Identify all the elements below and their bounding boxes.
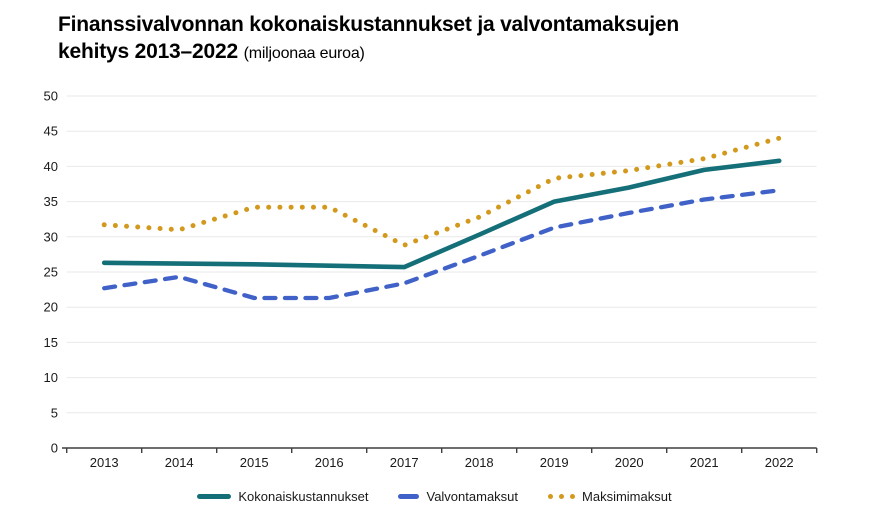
chart-title-line1: Finanssivalvonnan kokonaiskustannukset j… xyxy=(58,11,818,38)
series-line-valvontamaksut xyxy=(102,188,782,301)
chart-legend: Kokonaiskustannukset Valvontamaksut Maks… xyxy=(0,489,869,504)
y-axis-label-0: 0 xyxy=(51,441,58,456)
y-axis-label-35: 35 xyxy=(44,194,58,209)
y-axis-label-40: 40 xyxy=(44,159,58,174)
series-line-kokonaiskustannukset xyxy=(101,158,782,270)
x-axis-label-2017: 2017 xyxy=(390,455,419,470)
x-axis-label-2018: 2018 xyxy=(465,455,494,470)
x-axis-label-2014: 2014 xyxy=(165,455,194,470)
chart-title-line2: kehitys 2013–2022 (miljoonaa euroa) xyxy=(58,38,818,67)
line-chart-plot: 0 5 10 15 20 25 30 35 40 45 50 2013 2014 2015 2016 2017… xyxy=(44,89,818,470)
x-axis-label-2022: 2022 xyxy=(765,455,794,470)
y-axis-label-5: 5 xyxy=(51,405,58,420)
legend-item-valvontamaksut: Valvontamaksut xyxy=(398,489,518,504)
x-axis-label-2020: 2020 xyxy=(615,455,644,470)
legend-label-kokonaiskustannukset: Kokonaiskustannukset xyxy=(238,489,369,504)
x-axis-label-2016: 2016 xyxy=(315,455,344,470)
y-axis-label-20: 20 xyxy=(44,300,58,315)
y-axis-label-45: 45 xyxy=(44,124,58,139)
y-axis-label-30: 30 xyxy=(44,229,58,244)
dashed-line-swatch xyxy=(398,494,420,499)
legend-item-kokonaiskustannukset: Kokonaiskustannukset xyxy=(197,489,368,504)
x-axis-label-2013: 2013 xyxy=(90,455,119,470)
x-axis-label-2019: 2019 xyxy=(540,455,569,470)
x-axis-label-2021: 2021 xyxy=(690,455,719,470)
chart-title-years: kehitys 2013–2022 xyxy=(58,40,238,63)
legend-label-maksimimaksut: Maksimimaksut xyxy=(582,489,672,504)
dotted-line-swatch xyxy=(548,494,576,499)
y-axis-label-50: 50 xyxy=(44,89,58,104)
legend-item-maksimimaksut: Maksimimaksut xyxy=(548,489,672,504)
y-axis-label-25: 25 xyxy=(44,265,58,280)
x-axis-label-2015: 2015 xyxy=(240,455,269,470)
y-axis-label-10: 10 xyxy=(44,370,58,385)
chart-title-unit: (miljoonaa euroa) xyxy=(243,45,365,62)
legend-label-valvontamaksut: Valvontamaksut xyxy=(426,489,519,504)
solid-line-swatch xyxy=(197,494,232,499)
chart-title-text: Finanssivalvonnan kokonaiskustannukset j… xyxy=(58,13,679,36)
series-line-maksimimaksut xyxy=(101,135,782,248)
y-axis-label-15: 15 xyxy=(44,335,58,350)
chart-title: Finanssivalvonnan kokonaiskustannukset j… xyxy=(58,11,818,67)
